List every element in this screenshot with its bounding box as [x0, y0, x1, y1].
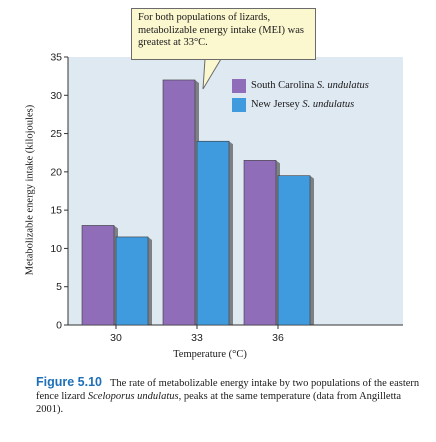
figure-caption: Figure 5.10 The rate of metabolizable ene… [36, 376, 421, 416]
legend: South Carolina S. undulatus New Jersey S… [232, 76, 369, 114]
legend-label-new-jersey: New Jersey S. undulatus [251, 99, 355, 110]
bar-shadow [229, 141, 233, 325]
y-tick-label: 25 [50, 128, 62, 140]
y-tick-label: 30 [50, 90, 62, 102]
bar-new-jersey [115, 236, 149, 326]
y-tick-label: 10 [50, 243, 62, 255]
caption-species: Sceloporus undulatus, [87, 391, 182, 402]
figure-label: Figure 5.10 [36, 375, 102, 389]
y-tick-label: 15 [50, 205, 62, 217]
legend-item-new-jersey: New Jersey S. undulatus [232, 95, 369, 114]
legend-swatch-south-carolina [232, 78, 246, 93]
y-tick-label: 20 [50, 166, 62, 178]
bar-south-carolina [81, 225, 115, 326]
x-tick-label: 36 [272, 332, 284, 344]
bar-south-carolina [162, 79, 196, 326]
y-axis: 0 5 10 15 20 25 30 35 [50, 52, 69, 332]
y-tick-label: 5 [56, 281, 62, 293]
callout-annotation: For both populations of lizards, metabol… [131, 8, 316, 60]
bar-new-jersey [196, 140, 230, 326]
bar-south-carolina [243, 160, 277, 326]
legend-item-south-carolina: South Carolina S. undulatus [232, 76, 369, 95]
bar-new-jersey [277, 175, 311, 326]
bar-shadow [148, 236, 152, 325]
x-axis-label: Temperature (°C) [173, 349, 247, 360]
y-axis-label: Metabolizable energy intake (kilojoules) [24, 104, 36, 276]
legend-label-south-carolina: South Carolina S. undulatus [251, 80, 369, 91]
y-tick-label: 0 [56, 320, 62, 332]
x-axis: 30 33 36 [68, 324, 403, 344]
legend-swatch-new-jersey [232, 97, 246, 112]
x-tick-label: 30 [110, 332, 122, 344]
callout-text: For both populations of lizards, metabol… [138, 12, 304, 48]
y-tick-label: 35 [50, 52, 62, 64]
bars [81, 79, 314, 326]
caption-text-1: The rate of metabolizable energy intake … [36, 378, 420, 402]
x-tick-label: 33 [191, 332, 203, 344]
caption-text-2: peaks at the same temperature (data from… [36, 391, 402, 415]
bar-shadow [310, 175, 314, 325]
